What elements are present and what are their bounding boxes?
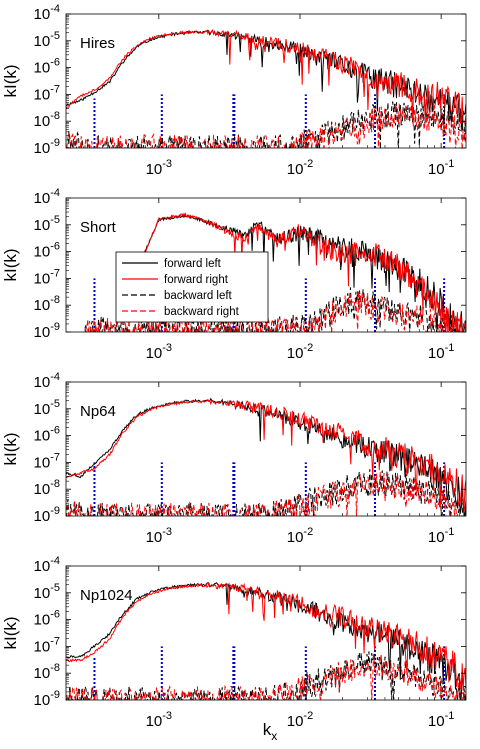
y-tick-label: 10-8	[34, 662, 60, 682]
y-tick-label: 10-5	[34, 214, 60, 234]
series-backward-right	[66, 471, 466, 516]
y-tick-label: 10-9	[34, 321, 60, 341]
y-axis-label: kI(k)	[1, 248, 20, 281]
legend-label: backward right	[164, 306, 240, 318]
y-tick-label: 10-8	[34, 478, 60, 498]
y-axis-label: kI(k)	[1, 432, 20, 465]
y-tick-label: 10-8	[34, 294, 60, 314]
x-tick-label: 10-3	[146, 342, 172, 362]
x-axis-label-subscript: x	[271, 729, 277, 743]
y-tick-label: 10-5	[34, 582, 60, 602]
x-tick-label: 10-1	[428, 342, 454, 362]
series-backward-right	[66, 103, 466, 148]
x-axis-label: kx	[263, 720, 278, 743]
panel-label: Hires	[80, 35, 115, 52]
x-tick-label: 10-3	[146, 158, 172, 178]
x-tick-label: 10-1	[428, 710, 454, 730]
axes-frame	[65, 197, 467, 333]
y-tick-label: 10-7	[34, 635, 60, 655]
series-backward-right	[66, 653, 466, 700]
series-forward-right	[66, 29, 466, 125]
y-tick-label: 10-5	[34, 398, 60, 418]
panel-short: 10-9 10-8 10-7 10-6 10-5 10-4 10-3 10-2 10-1 kI(k…	[1, 187, 467, 362]
series-backward-right	[84, 290, 463, 332]
y-tick-label: 10-6	[34, 241, 60, 261]
series-forward-right	[136, 212, 466, 332]
series-backward-left	[67, 101, 466, 148]
y-tick-label: 10-7	[34, 451, 60, 471]
panel-hires: 10-9 10-8 10-7 10-6 10-5 10-4 10-3 10-2 10-1 kI(k…	[1, 3, 467, 178]
axes-frame	[65, 565, 467, 701]
plot-area	[84, 212, 466, 332]
legend: forward left forward right backward left ba…	[115, 251, 269, 323]
panel-np64: 10-9 10-8 10-7 10-6 10-5 10-4 10-3 10-2 10-1 kI(k…	[1, 371, 467, 546]
axes-frame	[65, 381, 467, 517]
series-backward-left	[66, 469, 465, 516]
y-tick-label: 10-4	[34, 187, 60, 207]
y-tick-label: 10-6	[34, 57, 60, 77]
axes-frame	[65, 13, 467, 149]
x-tick-label: 10-2	[287, 526, 313, 546]
panel-label: Np64	[80, 403, 116, 420]
plot-area	[66, 581, 466, 700]
series-forward-right	[66, 581, 466, 691]
y-tick-label: 10-8	[34, 110, 60, 130]
y-tick-label: 10-6	[34, 609, 60, 629]
legend-label: backward left	[164, 290, 233, 302]
y-tick-label: 10-9	[34, 137, 60, 157]
legend-label: forward left	[164, 258, 222, 270]
y-tick-label: 10-4	[34, 371, 60, 391]
panel-np1024: 10-9 10-8 10-7 10-6 10-5 10-4 10-3 10-2 10-1 kI(k…	[1, 555, 467, 730]
plot-area	[66, 29, 466, 148]
x-tick-label: 10-3	[146, 526, 172, 546]
panel-label: Np1024	[80, 587, 133, 604]
legend-label: forward right	[164, 274, 229, 286]
x-tick-label: 10-3	[146, 710, 172, 730]
x-tick-label: 10-2	[287, 158, 313, 178]
x-tick-label: 10-1	[428, 158, 454, 178]
series-forward-left	[66, 397, 466, 516]
y-tick-label: 10-9	[34, 689, 60, 709]
x-tick-label: 10-2	[287, 342, 313, 362]
y-tick-label: 10-9	[34, 505, 60, 525]
y-axis-label: kI(k)	[1, 64, 20, 97]
y-tick-label: 10-7	[34, 83, 60, 103]
y-axis-label: kI(k)	[1, 616, 20, 649]
y-tick-label: 10-5	[34, 30, 60, 50]
series-forward-left	[136, 213, 466, 332]
x-tick-label: 10-1	[428, 526, 454, 546]
series-forward-right	[66, 398, 466, 511]
y-tick-label: 10-7	[34, 267, 60, 287]
x-tick-label: 10-2	[287, 710, 313, 730]
y-tick-label: 10-4	[34, 555, 60, 575]
y-tick-label: 10-6	[34, 425, 60, 445]
y-tick-label: 10-4	[34, 3, 60, 23]
panel-label: Short	[80, 219, 117, 236]
plot-area	[66, 397, 466, 516]
